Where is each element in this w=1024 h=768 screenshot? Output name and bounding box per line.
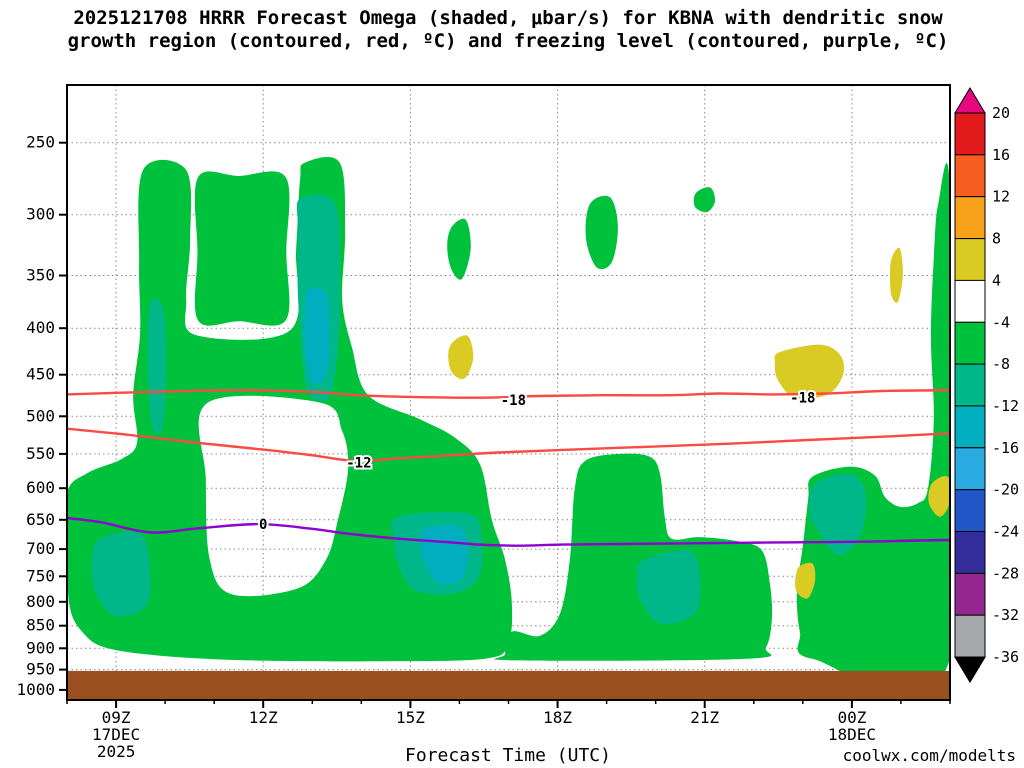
colorbar-label-4: 4 [992,271,1001,289]
shaded-region-green-blob-19z-310hpa [585,195,618,270]
y-tick-label-1000: 1000 [16,680,55,699]
colorbar-band--12-to--8 [954,363,986,407]
y-tick-label-450: 450 [26,365,55,384]
shaded-region-yellow-23z-450hpa [774,344,845,399]
y-tick-label-700: 700 [26,539,55,558]
y-tick-label-850: 850 [26,616,55,635]
y-tick-label-550: 550 [26,444,55,463]
y-tick-label-300: 300 [26,205,55,224]
colorbar-label--4: -4 [992,313,1010,331]
contour-label-dendritic-minus12-0: -12 [346,455,371,471]
chart-title-line2: growth region (contoured, red, ºC) and f… [68,30,949,52]
x-tick-label-15Z: 15Z [396,708,425,727]
x-axis-title: Forecast Time (UTC) [405,745,611,766]
shaded-region-yellow-right-edge [928,476,950,517]
shaded-region-green-band-right [494,453,773,661]
y-tick-label-750: 750 [26,566,55,585]
colorbar-band-16-to-20 [954,112,986,156]
y-tick-label-250: 250 [26,133,55,152]
contour-dendritic-minus12 [67,427,950,463]
colorbar-band-12-to-16 [954,154,986,198]
colorbar-band--20-to--16 [954,447,986,491]
colorbar-label--36: -36 [992,648,1019,666]
date-annotation-2025: 2025 [97,742,136,761]
colorbar-label--8: -8 [992,355,1010,373]
contour-dendritic-minus18 [67,388,950,399]
date-annotation-17DEC: 17DEC [92,725,140,744]
y-tick-label-950: 950 [26,660,55,679]
contour-label-dendritic-minus18-0: -18 [501,393,526,409]
contour-layer [67,388,950,547]
shaded-region-teal-left-low [91,531,151,617]
terrain-layer [67,670,950,700]
colorbar-label--32: -32 [992,606,1019,624]
watermark-link[interactable]: coolwx.com/modelts [843,746,1016,765]
colorbar-label--12: -12 [992,397,1019,415]
date-annotation-18DEC: 18DEC [828,725,876,744]
contour-label-layer: -18 -18 -12 0 [257,389,817,535]
x-tick-label-00Z: 00Z [837,708,866,727]
colorbar-label--20: -20 [992,481,1019,499]
x-tick-label-21Z: 21Z [690,708,719,727]
shaded-region-teal-20z-low [636,550,701,625]
y-tick-label-350: 350 [26,266,55,285]
contour-freezing-level-0 [67,516,950,547]
y-tick-label-600: 600 [26,478,55,497]
colorbar-band--16-to--12 [954,405,986,449]
y-tick-label-400: 400 [26,318,55,337]
contour-label-dendritic-minus18-1: -18 [790,391,815,407]
colorbar-band--36-to--32 [954,614,986,658]
x-tick-label-18Z: 18Z [543,708,572,727]
shaded-region-teal-column1 [147,298,167,434]
colorbar: 20 16 12 8 4 -4 -8 -12 -16 -20 -24 -28 -32 -36 [954,87,1019,684]
colorbar-label-20: 20 [992,104,1010,122]
axis-tick-layer: 250 300 350 400 450 500 550 600 650 700 750 800 850 9… [16,133,951,761]
colorbar-band--4-to-4 [954,279,986,323]
shaded-region-cyan-column2-core [304,287,330,385]
colorbar-band--8-to--4 [954,321,986,365]
colorbar-label--24: -24 [992,523,1019,541]
shaded-region-yellow-25z-350hpa [889,247,903,303]
shaded-region-teal-right [809,473,867,555]
shaded-region-yellow-16z [448,335,474,379]
colorbar-label-8: 8 [992,230,1001,248]
colorbar-band--24-to--20 [954,489,986,533]
colorbar-band-8-to-12 [954,196,986,240]
colorbar-band--28-to--24 [954,531,986,574]
y-tick-label-650: 650 [26,510,55,529]
terrain-band [67,670,950,700]
x-tick-label-12Z: 12Z [249,708,278,727]
y-tick-label-900: 900 [26,638,55,657]
colorbar-label--28: -28 [992,564,1019,582]
colorbar-band--32-to--28 [954,572,986,616]
colorbar-arrow-bottom [954,656,986,684]
shaded-region-green-blob-21z-290hpa [693,187,716,213]
shaded-region-green-blob-16z-330hpa [447,218,471,280]
shaded-region-yellow-23z-770hpa [795,562,816,599]
contour-label-freezing-level-0-0: 0 [259,517,267,533]
colorbar-label--16: -16 [992,439,1019,457]
colorbar-arrow-top [954,87,986,114]
x-tick-label-09Z: 09Z [102,708,131,727]
y-tick-label-800: 800 [26,592,55,611]
shaded-omega-layer [67,157,950,694]
colorbar-label-16: 16 [992,146,1010,164]
colorbar-label-12: 12 [992,188,1010,206]
colorbar-band-4-to-8 [954,238,986,282]
y-tick-label-500: 500 [26,406,55,425]
chart-title-line1: 2025121708 HRRR Forecast Omega (shaded, … [73,7,943,29]
shaded-region-green-right-mass [796,163,950,694]
